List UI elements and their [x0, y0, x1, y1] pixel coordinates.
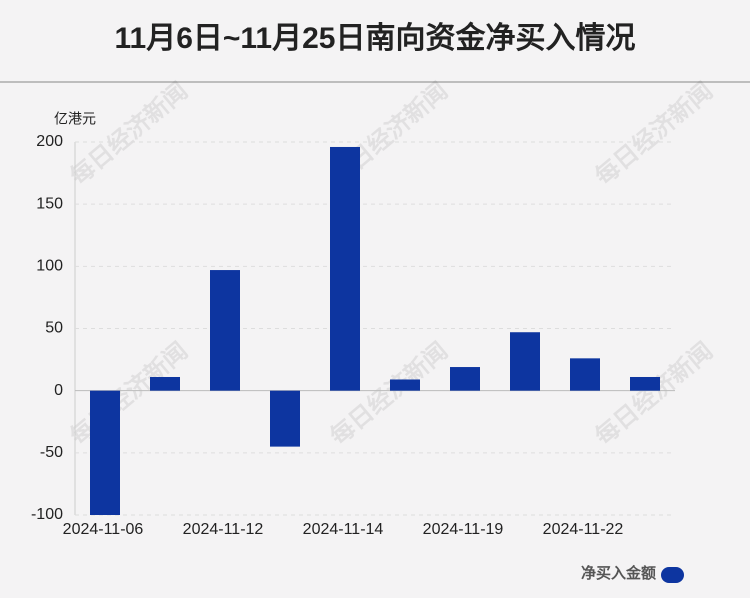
bar	[150, 376, 180, 391]
chart-title: 11月6日~11月25日南向资金净买入情况	[114, 21, 635, 55]
bar	[390, 379, 420, 391]
x-tick-label: 2024-11-14	[303, 521, 384, 538]
legend-swatch	[661, 567, 684, 583]
bar	[210, 270, 240, 391]
y-tick-label: 0	[54, 382, 63, 399]
bar	[510, 332, 540, 391]
bar	[330, 146, 360, 391]
y-tick-label: 150	[36, 195, 63, 212]
x-tick-label: 2024-11-19	[423, 521, 504, 538]
bar	[270, 390, 300, 447]
y-tick-label: 100	[36, 258, 63, 275]
x-tick-label: 2024-11-12	[183, 521, 264, 538]
x-tick-label: 2024-11-06	[63, 521, 144, 538]
y-tick-label: 200	[36, 133, 63, 150]
bar	[450, 367, 480, 391]
y-tick-label: 50	[45, 320, 63, 337]
bar	[90, 390, 120, 515]
y-unit: 亿港元	[54, 111, 96, 127]
x-tick-label: 2024-11-22	[543, 521, 624, 538]
bar	[630, 376, 660, 391]
y-tick-label: -100	[31, 506, 63, 523]
legend-label: 净买入金额	[581, 564, 656, 582]
y-tick-label: -50	[40, 444, 63, 461]
bar	[570, 358, 600, 391]
